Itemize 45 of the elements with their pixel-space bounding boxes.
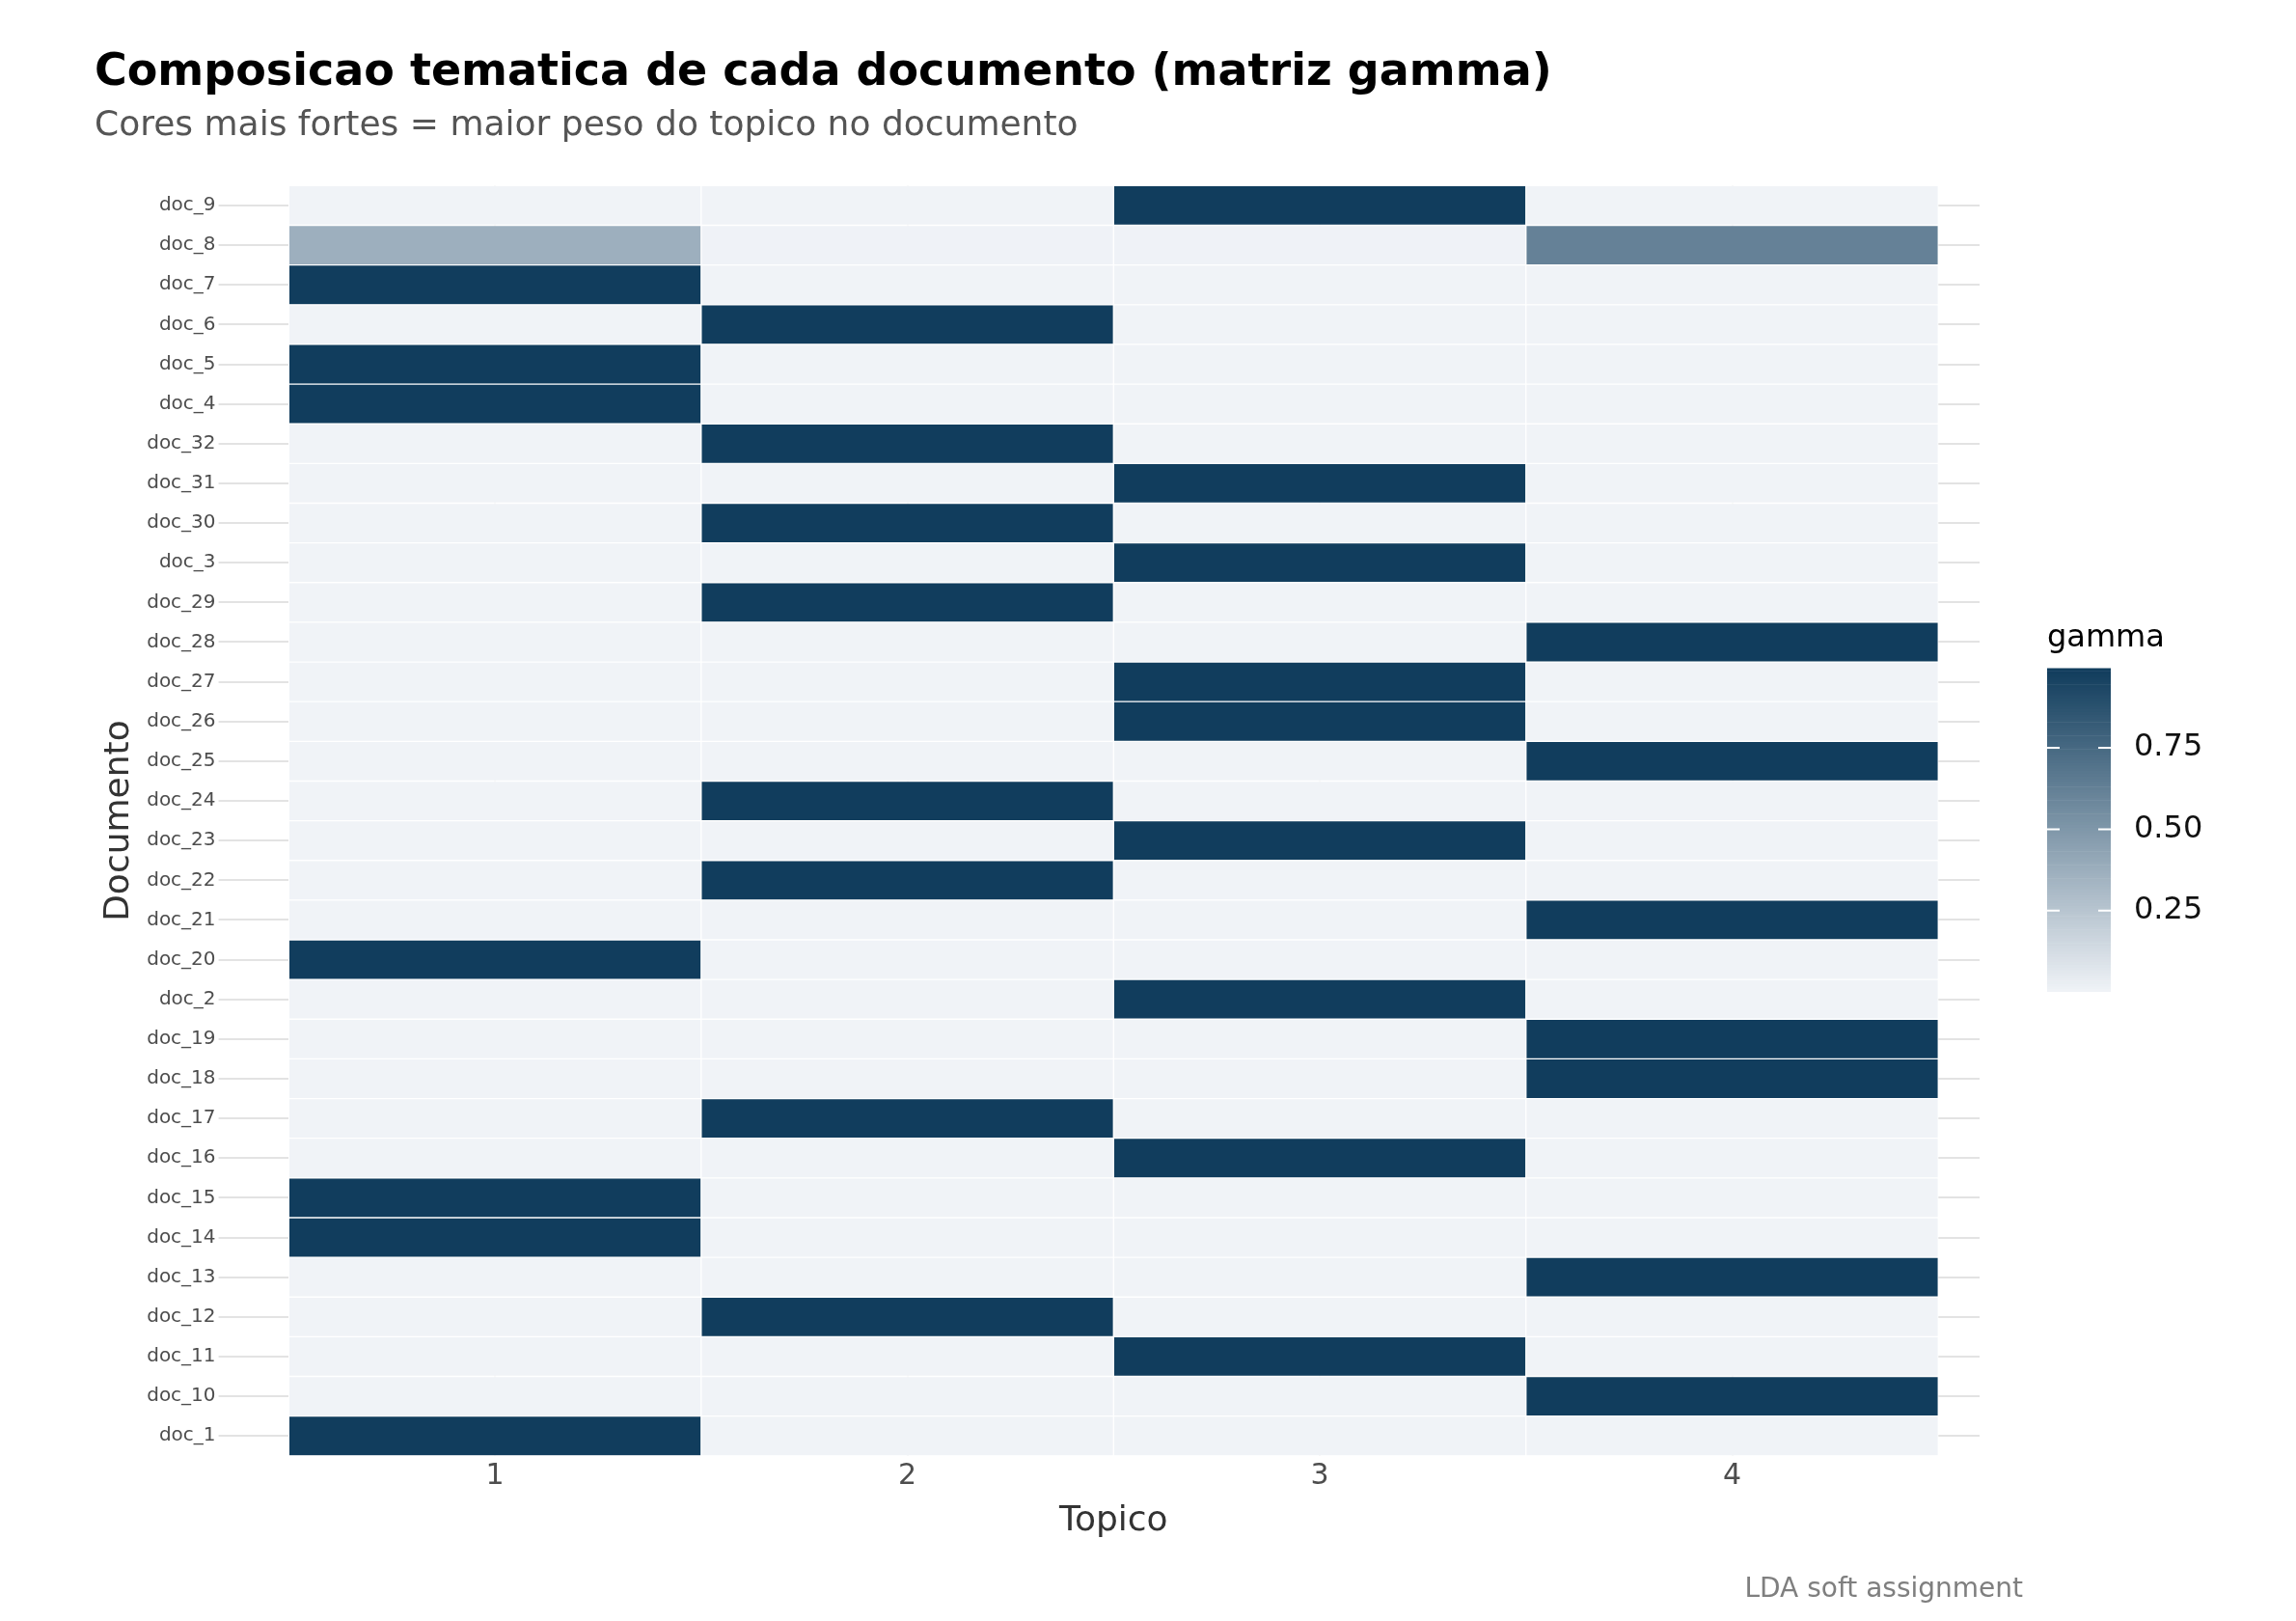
y-tick-label: doc_23 [147, 827, 216, 851]
x-axis-title: Topico [1058, 1497, 1168, 1538]
y-tick-label: doc_27 [147, 668, 216, 692]
color-bar-label: 0.50 [2134, 808, 2203, 845]
x-tick-label: 4 [1722, 1456, 1742, 1491]
y-tick-label: doc_29 [147, 589, 216, 613]
y-tick-label: doc_25 [147, 748, 216, 772]
y-tick-label: doc_7 [158, 271, 216, 295]
y-tick-label: doc_9 [158, 192, 216, 216]
y-tick-label: doc_2 [158, 985, 216, 1009]
y-tick-label: doc_31 [147, 470, 216, 494]
chart-title: Composicao tematica de cada documento (matriz gamma) [95, 42, 1552, 96]
y-tick-label: doc_13 [147, 1263, 216, 1287]
y-tick-label: doc_18 [147, 1065, 216, 1089]
y-tick-label: doc_21 [147, 906, 216, 930]
y-tick-label: doc_19 [147, 1026, 216, 1050]
y-axis-title: Documento [96, 720, 136, 921]
color-bar-label: 0.25 [2134, 890, 2203, 927]
y-tick-label: doc_30 [147, 509, 216, 534]
y-tick-label: doc_14 [147, 1223, 216, 1248]
y-tick-label: doc_6 [158, 311, 216, 335]
y-tick-label: doc_12 [147, 1304, 216, 1328]
y-tick-label: doc_11 [147, 1343, 216, 1367]
y-tick-label: doc_17 [147, 1105, 216, 1129]
x-tick-label: 2 [898, 1456, 917, 1491]
color-bar-title: gamma [2047, 618, 2165, 655]
x-tick-label: 3 [1310, 1456, 1329, 1491]
y-tick-label: doc_24 [147, 787, 216, 811]
y-tick-label: doc_26 [147, 707, 216, 731]
y-tick-label: doc_1 [158, 1422, 216, 1446]
y-tick-label: doc_4 [158, 390, 216, 414]
y-tick-label: doc_10 [147, 1383, 216, 1407]
color-bar-label: 0.75 [2134, 727, 2203, 764]
y-tick-label: doc_22 [147, 866, 216, 891]
y-tick-label: doc_15 [147, 1184, 216, 1208]
y-tick-label: doc_32 [147, 430, 216, 453]
y-tick-label: doc_16 [147, 1144, 216, 1168]
x-tick-label: 1 [485, 1456, 505, 1491]
y-tick-label: doc_28 [147, 628, 216, 652]
chart-subtitle: Cores mais fortes = maior peso do topico no documento [95, 103, 1079, 144]
text: LDA soft assignment [1744, 1572, 2024, 1605]
y-tick-label: doc_3 [158, 549, 216, 573]
y-tick-label: doc_5 [158, 350, 216, 374]
y-tick-label: doc_20 [147, 946, 216, 970]
y-tick-label: doc_8 [158, 232, 216, 256]
